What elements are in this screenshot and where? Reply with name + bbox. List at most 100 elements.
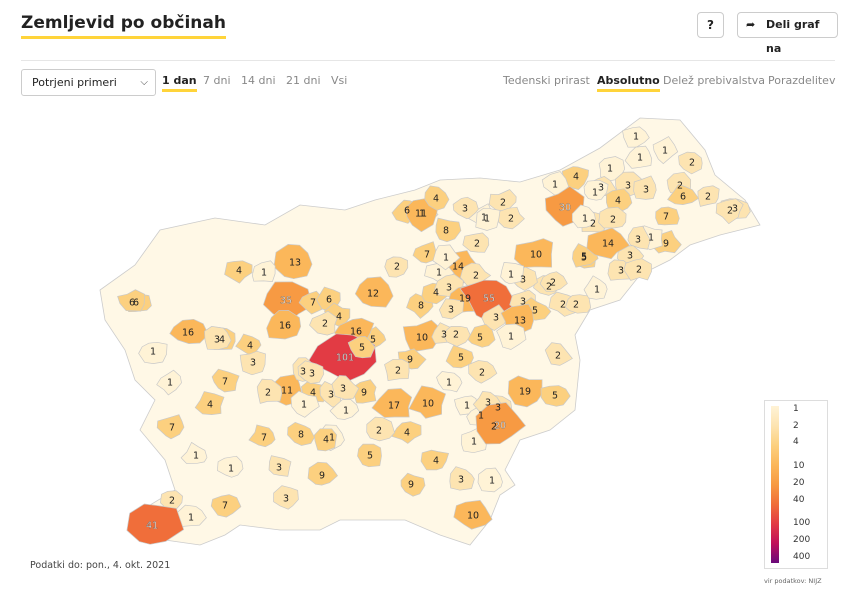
municipality-region[interactable] — [697, 185, 720, 207]
municipality-region[interactable] — [384, 256, 409, 278]
municipality-region[interactable] — [715, 198, 744, 225]
municipality-region[interactable] — [623, 258, 652, 281]
municipality-region[interactable] — [268, 455, 292, 477]
municipality-region[interactable] — [412, 241, 438, 264]
municipality-region[interactable] — [438, 298, 465, 320]
municipality-value-label: 13 — [514, 316, 526, 327]
municipality-region[interactable] — [655, 206, 680, 226]
municipality-value-label: 6 — [680, 192, 686, 203]
municipality-region[interactable] — [138, 341, 168, 364]
municipality-region[interactable] — [583, 179, 609, 201]
municipality-region[interactable] — [678, 151, 703, 175]
municipality-region[interactable] — [331, 375, 360, 400]
municipality-region[interactable] — [475, 402, 526, 445]
municipality-region[interactable] — [468, 360, 498, 384]
municipality-region[interactable] — [507, 375, 543, 408]
municipality-region[interactable] — [445, 345, 474, 369]
municipality-value-label: 3 — [448, 305, 454, 316]
municipality-region[interactable] — [467, 324, 496, 348]
municipality-region[interactable] — [436, 371, 463, 393]
tab-absolutno[interactable]: Absolutno — [597, 74, 660, 92]
municipality-region[interactable] — [204, 326, 232, 350]
municipality-region[interactable] — [273, 485, 299, 510]
municipality-region[interactable] — [313, 428, 338, 452]
municipality-region[interactable] — [248, 424, 276, 448]
municipality-region[interactable] — [598, 206, 627, 229]
municipality-region[interactable] — [256, 378, 283, 404]
municipality-region[interactable] — [211, 368, 240, 393]
municipality-region[interactable] — [583, 275, 608, 300]
municipality-region[interactable] — [540, 385, 571, 407]
municipality-region[interactable] — [309, 310, 338, 336]
tab-1-dan[interactable]: 1 dan — [162, 74, 197, 92]
municipality-region[interactable] — [500, 262, 525, 285]
municipality-region[interactable] — [667, 183, 699, 205]
municipality-region[interactable] — [605, 188, 633, 213]
municipality-region[interactable] — [297, 360, 325, 384]
municipality-region[interactable] — [194, 391, 225, 415]
municipality-region[interactable] — [239, 350, 266, 376]
municipality-region[interactable] — [366, 416, 395, 442]
municipality-region[interactable] — [564, 294, 592, 314]
municipality-region[interactable] — [354, 276, 394, 308]
municipality-region[interactable] — [462, 232, 490, 253]
municipality-region[interactable] — [586, 227, 631, 260]
municipality-region[interactable] — [435, 217, 462, 243]
municipality-region[interactable] — [357, 443, 382, 468]
municipality-region[interactable] — [442, 325, 472, 347]
municipality-region[interactable] — [251, 260, 276, 282]
municipality-region[interactable] — [347, 336, 376, 359]
municipality-region[interactable] — [449, 466, 475, 491]
tab-delez-prebivalstva[interactable]: Delež prebivalstva — [663, 74, 766, 87]
municipality-region[interactable] — [481, 304, 508, 331]
municipality-region[interactable] — [217, 455, 244, 478]
municipality-region[interactable] — [273, 244, 313, 280]
municipality-region[interactable] — [287, 422, 315, 446]
municipality-region[interactable] — [514, 238, 554, 268]
municipality-region[interactable] — [598, 156, 626, 182]
tab-tedenski-prirast[interactable]: Tedenski prirast — [503, 74, 590, 87]
municipality-region[interactable] — [424, 185, 450, 211]
municipality-region[interactable] — [475, 207, 501, 231]
municipality-region[interactable] — [477, 467, 503, 493]
municipality-region[interactable] — [298, 290, 325, 315]
municipality-region[interactable] — [156, 369, 182, 396]
municipality-region[interactable] — [126, 503, 185, 545]
municipality-region[interactable] — [652, 136, 679, 165]
municipality-region[interactable] — [210, 494, 242, 518]
municipality-region[interactable] — [627, 225, 651, 250]
municipality-region[interactable] — [633, 175, 657, 200]
municipality-region[interactable] — [384, 358, 410, 382]
municipality-region[interactable] — [622, 126, 650, 148]
municipality-region[interactable] — [329, 399, 360, 420]
municipality-region[interactable] — [402, 319, 440, 353]
municipality-region[interactable] — [624, 145, 653, 169]
municipality-region[interactable] — [371, 388, 413, 418]
municipality-region[interactable] — [266, 310, 302, 340]
municipality-region[interactable] — [400, 472, 426, 497]
municipality-region[interactable] — [307, 461, 338, 486]
municipality-region[interactable] — [420, 449, 450, 471]
municipality-region[interactable] — [117, 289, 145, 312]
municipality-region[interactable] — [180, 441, 208, 464]
municipality-region[interactable] — [539, 271, 568, 292]
municipality-region[interactable] — [156, 414, 185, 440]
tab-7-dni[interactable]: 7 dni — [203, 74, 231, 87]
municipality-region[interactable] — [453, 500, 493, 530]
tab-14-dni[interactable]: 14 dni — [241, 74, 276, 87]
municipality-region[interactable] — [432, 244, 461, 271]
share-button[interactable]: ➦ Deli graf na — [737, 12, 838, 55]
municipality-region[interactable] — [571, 204, 596, 229]
municipality-region[interactable] — [544, 342, 573, 366]
municipality-value-label: 55 — [483, 294, 495, 305]
municipality-region[interactable] — [290, 390, 320, 418]
tab-porazdelitev[interactable]: Porazdelitev — [768, 74, 836, 87]
municipality-region[interactable] — [408, 385, 447, 419]
municipality-region[interactable] — [169, 318, 209, 344]
tab-vsi[interactable]: Vsi — [331, 74, 348, 87]
municipality-region[interactable] — [496, 323, 527, 350]
tab-21-dni[interactable]: 21 dni — [286, 74, 321, 87]
municipality-region[interactable] — [224, 260, 253, 284]
metric-select[interactable]: Potrjeni primeri ⌵ — [21, 69, 156, 96]
help-button[interactable]: ? — [697, 12, 724, 38]
